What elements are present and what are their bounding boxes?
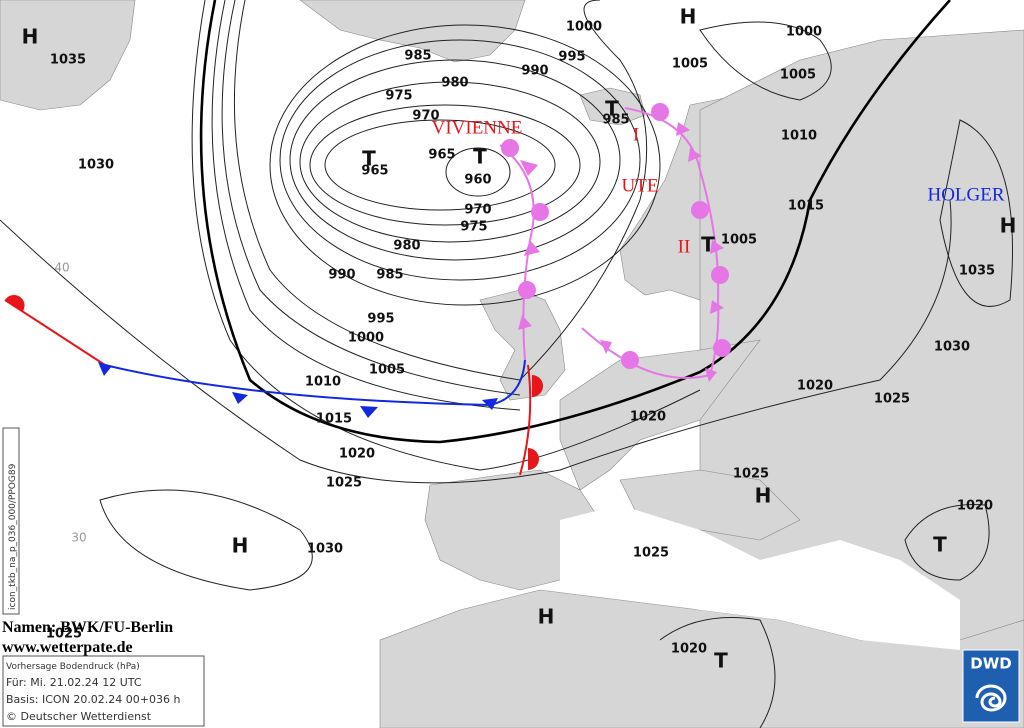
fronts [4,103,731,476]
pressure-center: H [755,484,772,508]
grid-label: 40 [54,261,69,275]
isobar-label: 1030 [307,542,343,557]
system-name: HOLGER [927,184,1004,205]
isobar-label: 1000 [348,331,384,346]
grid-label: 30 [71,531,86,545]
info-copyright: © Deutscher Wetterdienst [6,710,152,723]
isobar-label: 1020 [957,499,993,514]
isobar-label: 1000 [786,25,822,40]
isobar-label: 975 [460,220,487,235]
isobar-1015-bold [199,0,951,444]
isobar-label: 990 [521,64,548,79]
isobar-label: 1020 [671,642,707,657]
isobar-label: 990 [328,268,355,283]
isobar-label: 1005 [672,57,708,72]
isobar-label: 970 [464,203,491,218]
isobar-label: 1005 [721,233,757,248]
info-basis: Basis: ICON 20.02.24 00+036 h [6,693,181,706]
isobar-label: 1010 [305,375,341,390]
isobar-label: 1020 [797,379,833,394]
pressure-center: T [701,233,715,257]
pressure-center: H [22,25,39,49]
isobar-label: 1015 [316,412,352,427]
isobar-label: 980 [441,76,468,91]
mediterranean [560,505,960,650]
isobar-label: 1025 [326,476,362,491]
pressure-center: T [473,145,487,169]
isobar-label: 1025 [733,467,769,482]
isobar-label: 1025 [633,546,669,561]
info-title: Vorhersage Bodendruck (hPa) [6,662,140,672]
isobar-label: 1035 [959,264,995,279]
isobar-label: 1020 [339,447,375,462]
pressure-center: T [362,147,376,171]
system-name: UTE [622,175,659,196]
isobar-label: 985 [376,268,403,283]
isobar-label: 980 [393,239,420,254]
side-label-box [2,427,20,615]
logo-text: DWD [970,655,1011,673]
isobar-label: 985 [602,113,629,128]
system-name: I [633,124,639,145]
isobar-label: 1020 [630,410,666,425]
credit-url: www.wetterpate.de [2,639,133,656]
pressure-center: H [538,605,555,629]
pressure-center: H [680,5,697,29]
pressure-center: H [232,534,249,558]
isobar-label: 1000 [566,20,602,35]
isobar-label: 1025 [46,627,82,642]
isobar-label: 960 [464,173,491,188]
system-name: VIVIENNE [432,117,523,138]
isobar-label: 1025 [874,392,910,407]
isobar-label: 1005 [369,363,405,378]
isobar-label: 985 [404,49,431,64]
isobar-label: 965 [361,164,388,179]
isobar-label: 1035 [50,53,86,68]
isobar-label: 1010 [781,129,817,144]
isobar-label: 975 [385,89,412,104]
pressure-center: T [605,97,619,121]
labels: 1035103098598097597096596596097097598098… [22,5,1017,673]
info-box [2,655,205,727]
isobar-label: 1030 [934,340,970,355]
info-valid: Für: Mi. 21.02.24 12 UTC [6,676,142,689]
credit-names: Namen: BWK/FU-Berlin [2,619,173,636]
pressure-center: T [933,533,947,557]
system-name: II [678,236,691,257]
isobar-label: 1030 [78,158,114,173]
isobar-label: 970 [412,109,439,124]
side-label: icon_tkb_na_p_036_000/PPOG89 [8,463,18,610]
pressure-center: T [714,649,728,673]
isobar-label: 1005 [780,68,816,83]
pressure-center: H [1000,214,1017,238]
isobar-label: 995 [367,312,394,327]
isobar-label: 995 [558,50,585,65]
isobar-label: 965 [428,148,455,163]
dwd-logo: DWD [962,649,1020,723]
isobar-label: 1015 [788,199,824,214]
